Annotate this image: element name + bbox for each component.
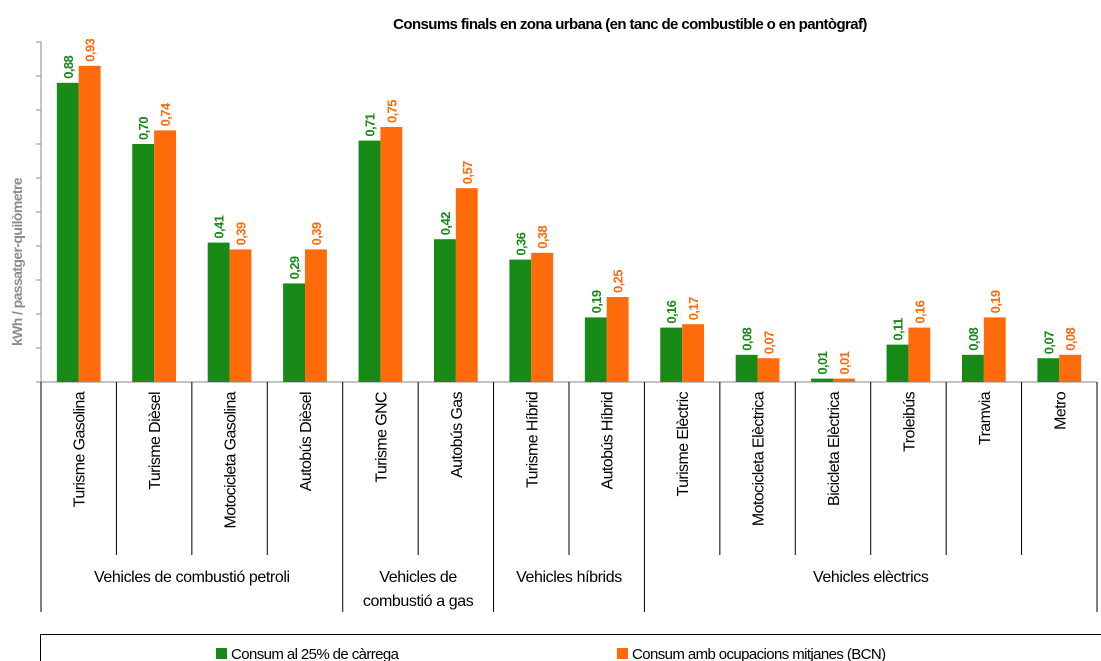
group-label: Vehicles elèctrics [812, 569, 929, 586]
value-label: 0,70 [136, 117, 151, 140]
value-label: 0,25 [611, 270, 626, 293]
x-tick-label: Turisme Elèctric [675, 391, 692, 496]
x-tick-label: Metro [1052, 391, 1069, 430]
legend-swatch [216, 648, 227, 659]
y-axis-label: kWh / passatger-quilòmetre [9, 177, 25, 346]
legend-box [40, 634, 1101, 661]
bar [509, 259, 532, 382]
bar [305, 249, 327, 382]
value-label: 0,17 [686, 297, 701, 320]
value-label: 0,75 [384, 100, 399, 123]
value-label: 0,57 [460, 161, 475, 184]
value-label: 0,71 [362, 113, 377, 136]
value-label: 0,36 [513, 232, 528, 255]
value-label: 0,74 [158, 102, 173, 126]
bar [757, 358, 780, 382]
bar [908, 327, 931, 382]
value-label: 0,41 [212, 215, 227, 238]
value-label: 0,19 [589, 290, 604, 313]
bar [433, 239, 456, 382]
x-tick-label: Motocicleta Elèctrica [751, 391, 768, 526]
bar [56, 82, 79, 383]
x-tick-label: Turisme Dièsel [147, 392, 164, 490]
group-label: Vehicles de combustió a gas [362, 569, 474, 610]
bar [455, 188, 478, 382]
value-label: 0,08 [966, 328, 981, 351]
bar [886, 344, 909, 382]
x-tick-label: Troleibús [901, 391, 918, 451]
bar [380, 127, 403, 382]
x-tick-label: Turisme Híbrid [524, 392, 541, 488]
group-label: Vehicles de combustió petroli [94, 569, 290, 586]
x-tick-label: Turisme GNC [373, 392, 390, 483]
bar [660, 327, 683, 382]
bar [132, 144, 155, 382]
group-label: Vehicles híbrids [516, 569, 622, 586]
bar [1037, 358, 1060, 382]
bar [531, 252, 554, 382]
bar [606, 297, 629, 382]
bar [833, 378, 855, 382]
bar [358, 140, 381, 382]
bar [961, 354, 984, 382]
value-label: 0,01 [815, 351, 830, 374]
value-label: 0,11 [890, 318, 905, 341]
bar [78, 65, 101, 383]
bar [207, 242, 230, 382]
value-label: 0,08 [1063, 328, 1078, 351]
value-label: 0,16 [664, 300, 679, 323]
bar [584, 317, 607, 382]
x-tick-label: Autobús Dièsel [298, 392, 315, 491]
bar [229, 249, 252, 382]
x-tick-label: Motocicleta Gasolina [223, 391, 240, 528]
value-label: 0,42 [438, 212, 453, 235]
value-label: 0,29 [287, 256, 302, 279]
bar [1059, 354, 1082, 382]
value-label: 0,39 [234, 222, 249, 245]
value-label: 0,88 [61, 56, 76, 79]
x-tick-label: Autobús Híbrid [600, 392, 617, 489]
bar [735, 354, 758, 382]
bar [682, 324, 705, 382]
value-label: 0,07 [762, 331, 777, 354]
value-label: 0,01 [837, 351, 852, 374]
value-label: 0,38 [535, 226, 550, 249]
legend-label: Consum al 25% de càrrega [231, 646, 400, 661]
chart-title: Consums finals en zona urbana (en tanc d… [393, 16, 867, 33]
legend-label: Consum amb ocupacions mitjanes (BCN) [632, 646, 886, 661]
value-label: 0,39 [309, 222, 324, 245]
bar [811, 378, 833, 382]
value-label: 0,93 [83, 39, 98, 62]
x-tick-label: Bicicleta Elèctrica [826, 391, 843, 506]
bar [154, 130, 177, 382]
x-tick-label: Tramvia [977, 391, 994, 445]
bar [983, 317, 1006, 382]
legend-swatch [617, 648, 628, 659]
value-label: 0,08 [740, 328, 755, 351]
value-label: 0,07 [1041, 331, 1056, 354]
x-tick-label: Autobús Gas [449, 391, 466, 478]
value-label: 0,19 [988, 290, 1003, 313]
bar [283, 283, 305, 382]
x-tick-label: Turisme Gasolina [72, 391, 89, 507]
value-label: 0,16 [912, 300, 927, 323]
